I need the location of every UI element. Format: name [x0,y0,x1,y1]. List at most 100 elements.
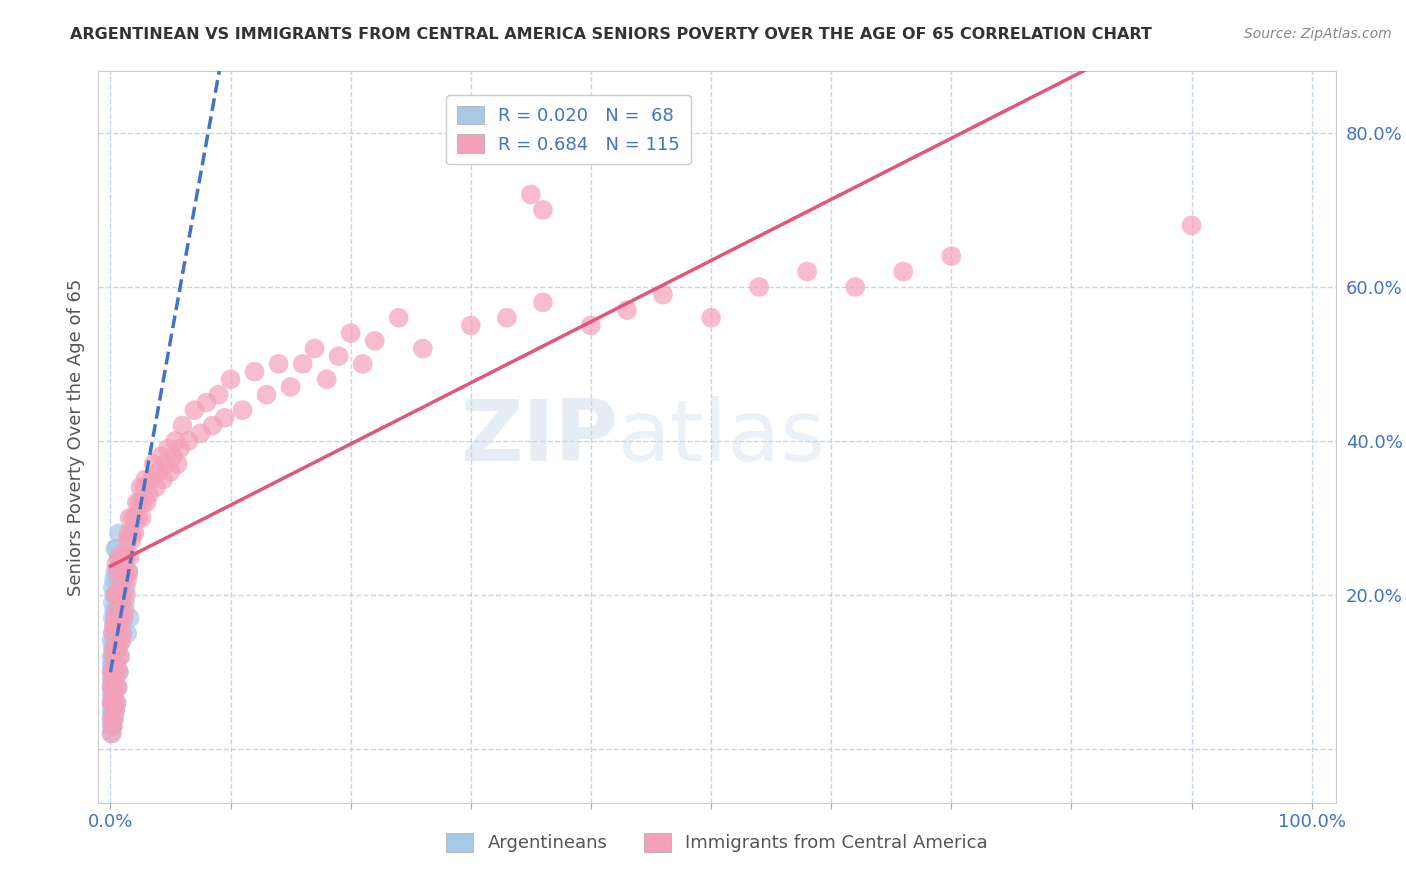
Point [103,588,125,602]
Point [100,696,122,710]
Point [115,580,138,594]
Point [103,681,125,695]
Point [107,681,129,695]
Point [118,549,141,564]
Point [103,649,125,664]
Point [111,549,134,564]
Point [100,634,122,648]
Point [110,557,132,571]
Point [105,665,128,679]
Point [201,418,224,433]
Point [104,634,127,648]
Point [531,295,554,310]
Point [460,318,482,333]
Point [100,703,122,717]
Point [149,450,172,464]
Point [105,588,128,602]
Point [101,657,124,672]
Point [104,681,127,695]
Point [183,403,205,417]
Point [110,588,132,602]
Text: Source: ZipAtlas.com: Source: ZipAtlas.com [1244,27,1392,41]
Point [207,388,229,402]
Point [128,495,150,509]
Point [108,665,131,679]
Point [132,480,155,494]
Point [105,634,128,648]
Point [104,611,127,625]
Point [122,511,145,525]
Point [315,372,337,386]
Point [111,626,134,640]
Point [101,719,124,733]
Point [304,342,326,356]
Point [105,557,128,571]
Point [117,565,139,579]
Point [100,719,122,733]
Point [165,434,187,448]
Point [579,318,602,333]
Point [127,511,149,525]
Point [104,588,127,602]
Point [103,711,125,725]
Point [101,611,124,625]
Point [412,342,434,356]
Point [364,334,387,348]
Point [110,634,132,648]
Point [166,457,188,471]
Point [117,526,139,541]
Point [891,264,914,278]
Point [101,641,124,656]
Point [104,588,127,602]
Point [112,611,135,625]
Point [157,442,180,456]
Point [103,618,125,632]
Point [100,649,122,664]
Text: ARGENTINEAN VS IMMIGRANTS FROM CENTRAL AMERICA SENIORS POVERTY OVER THE AGE OF 6: ARGENTINEAN VS IMMIGRANTS FROM CENTRAL A… [70,27,1152,42]
Point [107,681,129,695]
Point [104,641,127,656]
Point [104,673,127,687]
Point [104,565,127,579]
Point [107,603,129,617]
Point [104,611,127,625]
Point [104,703,127,717]
Point [138,488,160,502]
Point [100,711,122,725]
Point [520,187,543,202]
Point [100,688,122,702]
Point [101,596,124,610]
Point [941,249,963,263]
Point [111,626,134,640]
Point [101,696,124,710]
Point [117,626,139,640]
Point [280,380,302,394]
Point [159,465,181,479]
Point [700,310,723,325]
Point [388,310,411,325]
Point [495,310,517,325]
Point [103,665,125,679]
Point [339,326,361,340]
Y-axis label: Seniors Poverty Over the Age of 65: Seniors Poverty Over the Age of 65 [66,278,84,596]
Point [110,634,132,648]
Point [135,495,157,509]
Point [100,696,122,710]
Point [112,573,135,587]
Point [108,665,131,679]
Point [108,526,131,541]
Point [256,388,278,402]
Point [100,673,122,687]
Point [101,580,124,594]
Point [115,549,138,564]
Point [125,495,148,509]
Point [101,649,124,664]
Point [108,603,131,617]
Point [100,681,122,695]
Point [107,565,129,579]
Point [108,549,131,564]
Point [177,434,200,448]
Point [141,472,163,486]
Point [124,511,146,525]
Point [195,395,218,409]
